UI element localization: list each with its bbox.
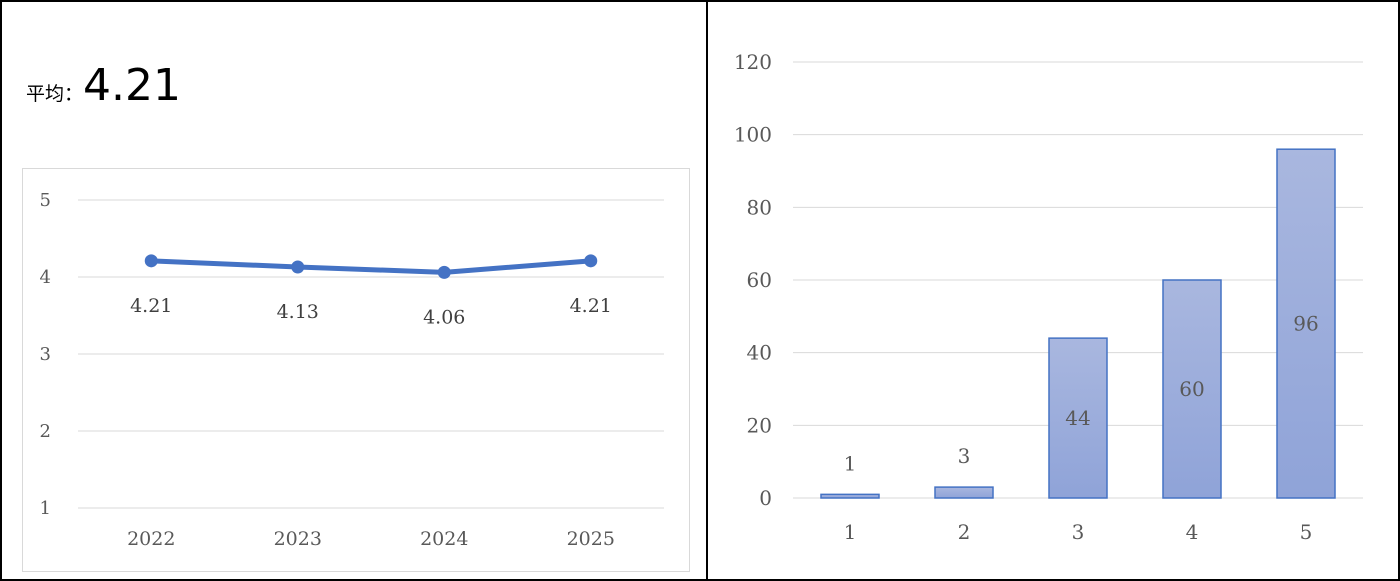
data-label: 44: [1065, 406, 1090, 430]
data-label: 4.13: [277, 301, 319, 323]
x-tick-label: 2024: [420, 528, 468, 550]
score-distribution-bar-chart: 0 20 40 60 80 100 120 1 1 3 2 44 3 60 4 96 5: [734, 50, 1363, 544]
yearly-average-chart-frame: 1 2 3 4 5 2022 2023 2024 2025 4.21 4.13 4.06 4.21: [22, 168, 690, 572]
average-score-panel: 平均：4.21 1 2 3 4 5 2022 2023 2024 2025 4.21 4.13 4.0…: [0, 0, 708, 581]
x-tick-label: 2022: [127, 528, 175, 550]
y-tick-label: 0: [759, 486, 772, 510]
y-tick-label: 1: [40, 498, 51, 519]
data-label: 4.21: [570, 295, 612, 317]
y-tick-label: 80: [747, 195, 772, 219]
y-tick-label: 100: [734, 123, 772, 147]
x-tick-label: 2025: [567, 528, 615, 550]
bar: [1276, 148, 1336, 499]
average-summary: 平均：4.21: [26, 60, 181, 111]
y-tick-label: 2: [40, 421, 51, 442]
data-label: 3: [958, 444, 971, 468]
bar: [934, 486, 994, 499]
data-label: 96: [1293, 312, 1318, 336]
y-tick-label: 40: [747, 341, 772, 365]
average-value: 4.21: [83, 60, 181, 111]
bar: [820, 493, 880, 499]
x-tick-label: 2023: [274, 528, 322, 550]
bar: [1048, 337, 1108, 499]
y-tick-label: 3: [40, 344, 51, 365]
y-tick-label: 60: [747, 268, 772, 292]
data-label: 4.21: [130, 295, 172, 317]
y-tick-label: 4: [40, 267, 51, 288]
data-point: [291, 260, 305, 274]
data-point: [144, 254, 158, 268]
x-tick-label: 5: [1300, 520, 1313, 544]
data-point: [437, 265, 451, 279]
x-tick-label: 4: [1186, 520, 1199, 544]
average-label: 平均：: [26, 83, 84, 105]
data-label: 1: [844, 451, 857, 475]
x-tick-label: 2: [958, 520, 971, 544]
data-label: 60: [1179, 377, 1204, 401]
series-line: [148, 258, 594, 275]
yearly-average-line-chart: 1 2 3 4 5 2022 2023 2024 2025 4.21 4.13 4.06 4.21: [40, 190, 664, 550]
y-tick-label: 20: [747, 413, 772, 437]
bar: [1162, 279, 1222, 499]
data-point: [584, 254, 598, 268]
x-tick-label: 3: [1072, 520, 1085, 544]
x-tick-label: 1: [844, 520, 857, 544]
y-tick-label: 120: [734, 50, 772, 74]
y-tick-label: 5: [40, 190, 51, 211]
data-label: 4.06: [423, 306, 465, 328]
score-distribution-panel: 0 20 40 60 80 100 120 1 1 3 2 44 3 60 4 96 5: [706, 0, 1400, 581]
